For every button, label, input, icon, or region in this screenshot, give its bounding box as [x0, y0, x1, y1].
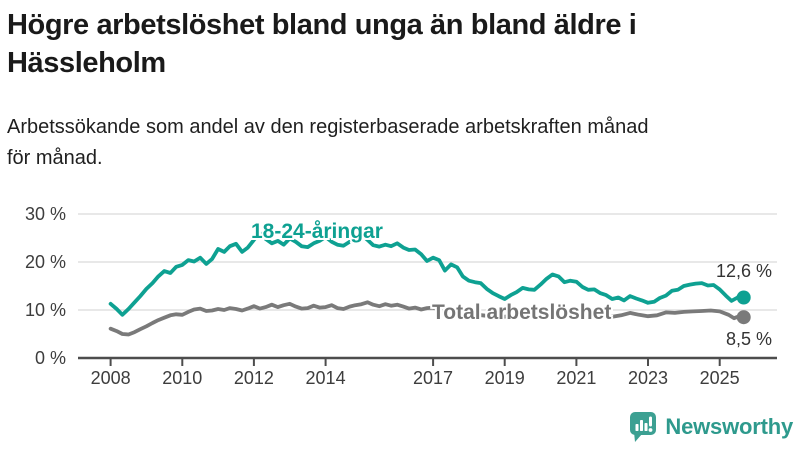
bar-chart-speech-bubble-icon — [630, 412, 657, 442]
x-axis-tick-label: 2010 — [162, 368, 203, 388]
y-axis-tick-label: 20 % — [24, 252, 66, 272]
newsworthy-branding: Newsworthy — [629, 411, 793, 443]
x-axis-tick-label: 2008 — [90, 368, 131, 388]
x-axis-tick-label: 2017 — [413, 368, 454, 388]
y-axis-tick-label: 30 % — [24, 204, 66, 224]
chart-subtitle: Arbetssökande som andel av den registerb… — [7, 112, 787, 174]
chart-subtitle-line-2: för månad. — [7, 147, 103, 169]
x-axis-tick-label: 2014 — [305, 368, 346, 388]
y-axis-tick-label: 0 % — [34, 348, 66, 368]
series-line-youth — [108, 231, 746, 317]
x-axis-tick-label: 2019 — [484, 368, 525, 388]
x-axis-tick-label: 2021 — [556, 368, 597, 388]
end-value-label-total: 8,5 % — [725, 329, 772, 349]
end-value-label-youth: 12,6 % — [715, 261, 772, 281]
x-axis-tick-label: 2023 — [627, 368, 669, 388]
y-axis-tick-label: 10 % — [24, 300, 66, 320]
page-title-line-2: Hässleholm — [7, 47, 166, 79]
series-line-total — [108, 300, 746, 337]
newsworthy-logo-text: Newsworthy — [665, 414, 793, 439]
series-label-total: Total arbetslöshet — [432, 301, 612, 324]
series-end-dot-youth — [736, 290, 751, 305]
page-title: Högre arbetslöshet bland unga än bland ä… — [7, 6, 795, 82]
series-label-youth: 18-24-åringar — [251, 220, 383, 243]
page-title-line-1: Högre arbetslöshet bland unga än bland ä… — [7, 9, 637, 41]
x-axis-tick-label: 2012 — [233, 368, 274, 388]
x-axis-tick-label: 2025 — [699, 368, 740, 388]
chart-subtitle-line-1: Arbetssökande som andel av den registerb… — [7, 116, 649, 138]
series-end-dot-total — [736, 310, 751, 325]
